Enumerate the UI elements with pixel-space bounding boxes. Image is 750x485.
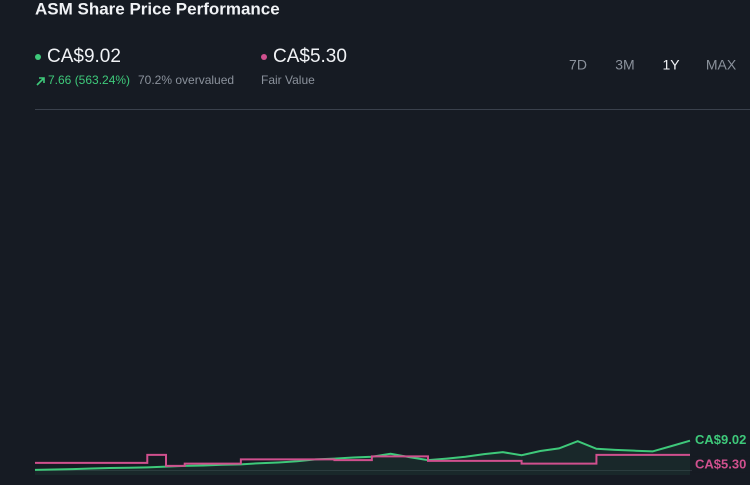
price: CA$9.02 <box>47 46 121 67</box>
fair-dot <box>261 54 267 60</box>
fair-value: CA$5.30 <box>273 46 347 67</box>
price-line <box>34 439 691 471</box>
fair-end-label: CA$5.30 <box>695 456 746 471</box>
valuation: 70.2% overvalued <box>138 73 234 87</box>
range-button[interactable]: 7D <box>569 57 587 73</box>
range-button[interactable]: 1Y <box>662 57 680 73</box>
fair-value-line <box>35 453 690 467</box>
price-end-label: CA$9.02 <box>695 432 746 447</box>
range-button[interactable]: MAX <box>706 57 737 73</box>
up-arrow <box>36 77 45 86</box>
fair-value-label: Fair Value <box>261 73 315 87</box>
price-end-bg <box>692 432 750 449</box>
title: ASM Share Price Performance <box>35 0 280 18</box>
fair-end-bg <box>692 456 750 473</box>
price-change: 7.66 (563.24%) <box>48 73 130 87</box>
range-button[interactable]: 3M <box>615 57 634 73</box>
price-dot <box>35 54 41 60</box>
